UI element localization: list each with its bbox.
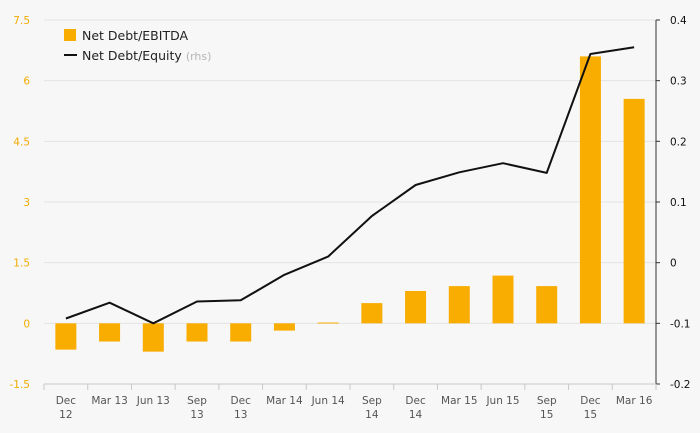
x-tick-label: Dec [231, 395, 252, 407]
bar [492, 275, 514, 324]
y-left-tick-label: 3 [23, 197, 30, 209]
bar [405, 290, 427, 324]
x-tick-label: Mar 13 [91, 395, 128, 407]
y-right-tick-label: 0.2 [670, 136, 687, 148]
y-right-tick-label: -0.2 [670, 379, 691, 391]
bar [273, 323, 295, 331]
net-debt-equity-line [65, 46, 635, 325]
equity-line-path [65, 46, 635, 325]
x-tick-label: Jun 13 [136, 395, 170, 407]
bar [623, 98, 645, 324]
y-right-tick-label: 0.1 [670, 197, 687, 209]
legend-bar-label: Net Debt/EBITDA [82, 28, 188, 43]
bar [361, 303, 383, 324]
y-right-tick-label: 0 [670, 258, 677, 270]
x-tick-label: 13 [234, 409, 247, 421]
y-right-tick-label: 0.3 [670, 76, 687, 88]
bar [99, 323, 121, 342]
x-tick-label: 14 [409, 409, 423, 421]
y-right-tick-label: -0.1 [670, 318, 691, 330]
bar [536, 286, 558, 324]
x-tick-label: 14 [365, 409, 379, 421]
x-tick-label: Dec [405, 395, 426, 407]
bar [186, 323, 208, 342]
y-left-tick-label: -1.5 [10, 379, 31, 391]
x-tick-label: Dec [580, 395, 601, 407]
x-tick-label: 15 [540, 409, 553, 421]
net-debt-ebitda-bars [55, 56, 645, 352]
bar [230, 323, 252, 342]
x-tick-label: 13 [190, 409, 203, 421]
x-tick-label: Mar 14 [266, 395, 303, 407]
x-tick-label: Mar 16 [616, 395, 653, 407]
y-left-tick-label: 6 [23, 76, 30, 88]
gridlines [44, 19, 656, 385]
y-left-tick-label: 1.5 [13, 258, 30, 270]
bar [142, 323, 164, 352]
x-tick-label: Dec [56, 395, 77, 407]
y-left-tick-label: 4.5 [13, 136, 30, 148]
axes: -1.5 0 1.5 3 4.5 6 7.5 -0.2 -0.1 0 0.1 0.2 0.3 0.4 Dec… [10, 15, 691, 421]
x-tick-label: Sep [537, 395, 557, 407]
y-left-tick-label: 7.5 [13, 15, 30, 27]
x-tick-label: Mar 15 [441, 395, 478, 407]
x-tick-label: 15 [584, 409, 597, 421]
bar [317, 322, 339, 324]
x-tick-label: 12 [59, 409, 72, 421]
bar [579, 56, 601, 324]
bar [55, 323, 77, 350]
bar [448, 286, 470, 324]
y-right-tick-label: 0.4 [670, 15, 687, 27]
legend-rhs-note: (rhs) [186, 50, 212, 63]
legend: Net Debt/EBITDA Net Debt/Equity (rhs) [64, 28, 211, 63]
x-tick-label: Sep [187, 395, 207, 407]
x-tick-label: Jun 15 [485, 395, 519, 407]
legend-line-label: Net Debt/Equity (rhs) [82, 48, 211, 63]
x-tick-label: Jun 14 [311, 395, 345, 407]
y-left-tick-label: 0 [23, 318, 30, 330]
x-tick-label: Sep [362, 395, 382, 407]
legend-bar-swatch [64, 29, 76, 41]
